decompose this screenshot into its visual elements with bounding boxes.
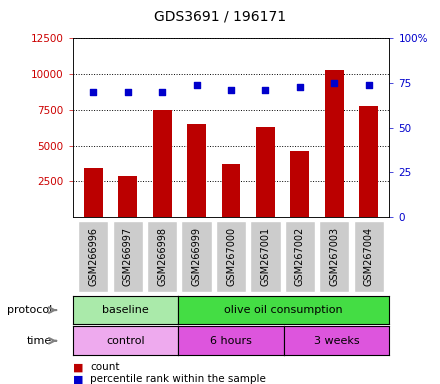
FancyBboxPatch shape (181, 221, 212, 292)
Point (227, 87, 235, 93)
Bar (221, 164, 241, 217)
Text: GSM267004: GSM267004 (364, 227, 374, 286)
Text: protocol: protocol (7, 305, 52, 315)
Bar (84, 169, 103, 217)
FancyBboxPatch shape (250, 221, 281, 292)
Bar (153, 110, 172, 217)
Bar (118, 175, 137, 217)
FancyBboxPatch shape (285, 221, 315, 292)
Bar (256, 127, 275, 217)
Text: GSM267003: GSM267003 (329, 227, 339, 286)
Text: olive oil consumption: olive oil consumption (224, 305, 343, 315)
Text: ■: ■ (73, 374, 83, 384)
Point (193, 82, 200, 88)
Point (365, 82, 372, 88)
Bar (187, 124, 206, 217)
FancyBboxPatch shape (216, 221, 246, 292)
Bar (359, 106, 378, 217)
Text: GSM267001: GSM267001 (260, 227, 271, 286)
FancyBboxPatch shape (113, 221, 143, 292)
Point (297, 84, 304, 90)
Text: ■: ■ (73, 362, 83, 372)
Text: GSM266996: GSM266996 (88, 227, 98, 286)
Point (331, 80, 338, 86)
Text: time: time (27, 336, 52, 346)
Bar (290, 151, 309, 217)
Text: control: control (106, 336, 145, 346)
Text: GSM266997: GSM266997 (123, 227, 133, 286)
Text: baseline: baseline (102, 305, 149, 315)
Text: 6 hours: 6 hours (210, 336, 252, 346)
Point (124, 89, 131, 95)
Text: count: count (90, 362, 120, 372)
Text: GSM266999: GSM266999 (191, 227, 202, 286)
Point (158, 89, 165, 95)
Bar (325, 70, 344, 217)
Text: GSM266998: GSM266998 (157, 227, 167, 286)
Text: percentile rank within the sample: percentile rank within the sample (90, 374, 266, 384)
Text: GSM267000: GSM267000 (226, 227, 236, 286)
FancyBboxPatch shape (354, 221, 384, 292)
Point (262, 87, 269, 93)
Text: GSM267002: GSM267002 (295, 227, 305, 286)
FancyBboxPatch shape (147, 221, 177, 292)
FancyBboxPatch shape (78, 221, 108, 292)
Text: GDS3691 / 196171: GDS3691 / 196171 (154, 10, 286, 23)
FancyBboxPatch shape (319, 221, 349, 292)
Text: 3 weeks: 3 weeks (314, 336, 359, 346)
Point (90, 89, 97, 95)
